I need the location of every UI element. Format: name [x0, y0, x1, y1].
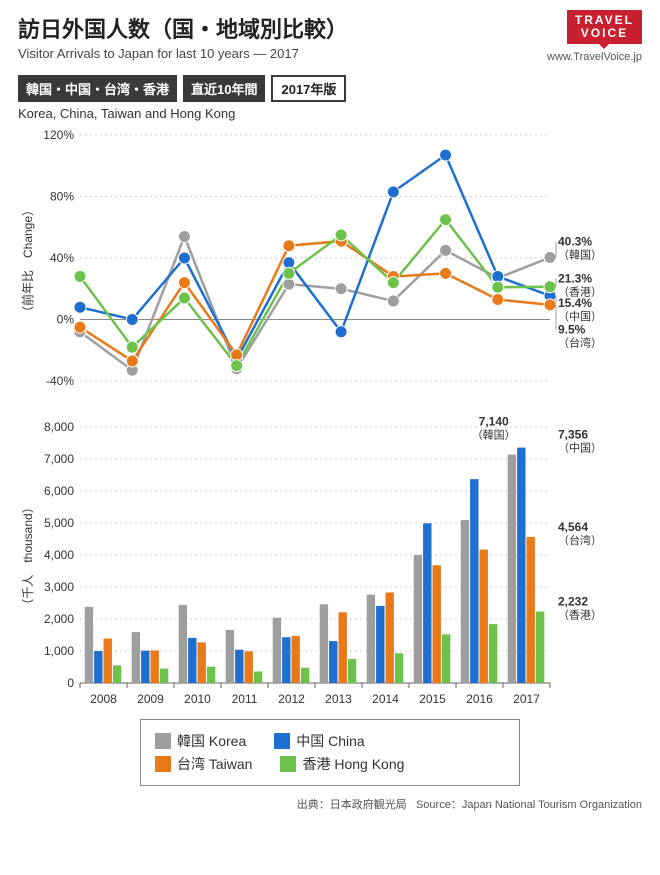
svg-text:2017: 2017 [513, 692, 540, 706]
svg-text:2016: 2016 [466, 692, 493, 706]
svg-text:（韓国）: （韓国） [472, 429, 516, 442]
svg-text:2009: 2009 [137, 692, 164, 706]
svg-text:2010: 2010 [184, 692, 211, 706]
badge-regions: 韓国・中国・台湾・香港 [18, 75, 177, 102]
svg-text:21.3%: 21.3% [558, 272, 592, 286]
svg-text:2011: 2011 [232, 692, 258, 706]
svg-text:2,000: 2,000 [44, 612, 74, 626]
svg-text:5,000: 5,000 [44, 516, 74, 530]
svg-text:4,000: 4,000 [44, 548, 74, 562]
logo-text-bottom: VOICE [581, 26, 628, 40]
legend-item-hongkong: 香港 Hong Kong [280, 754, 404, 774]
svg-text:2015: 2015 [419, 692, 446, 706]
subtitle-en: Korea, China, Taiwan and Hong Kong [18, 106, 642, 121]
svg-text:（中国）: （中国） [558, 442, 602, 455]
legend-item-taiwan: 台湾 Taiwan [155, 754, 252, 774]
svg-text:0: 0 [67, 676, 74, 690]
line-chart: -40% 0% 40% 80% 120% （前年比 Change） 40.3%（韓国） 21.… [18, 121, 642, 401]
svg-text:（千人 thousand）: （千人 thousand） [21, 501, 35, 610]
svg-text:（台湾）: （台湾） [558, 335, 602, 349]
svg-text:（韓国）: （韓国） [558, 249, 602, 262]
svg-text:（香港）: （香港） [558, 609, 602, 622]
svg-text:40.3%: 40.3% [558, 235, 592, 249]
svg-text:2,232: 2,232 [558, 595, 588, 609]
svg-text:0%: 0% [57, 313, 75, 327]
svg-text:2013: 2013 [325, 692, 352, 706]
svg-text:3,000: 3,000 [44, 580, 74, 594]
svg-text:1,000: 1,000 [44, 644, 74, 658]
logo-text-top: TRAVEL [575, 13, 634, 27]
svg-text:40%: 40% [50, 251, 74, 265]
svg-text:（前年比 Change）: （前年比 Change） [20, 204, 35, 318]
logo-url: www.TravelVoice.jp [547, 51, 642, 63]
logo-block: TRAVEL VOICE www.TravelVoice.jp [547, 10, 642, 63]
svg-text:120%: 120% [43, 128, 74, 142]
svg-text:-40%: -40% [46, 374, 74, 388]
legend: 韓国 Korea 中国 China 台湾 Taiwan 香港 Hong Kong [140, 719, 520, 786]
svg-text:（台湾）: （台湾） [558, 533, 602, 547]
svg-text:6,000: 6,000 [44, 484, 74, 498]
svg-text:7,000: 7,000 [44, 452, 74, 466]
svg-text:9.5%: 9.5% [558, 322, 586, 336]
svg-text:2008: 2008 [90, 692, 117, 706]
svg-text:80%: 80% [50, 190, 74, 204]
svg-text:2012: 2012 [278, 692, 305, 706]
svg-text:15.4%: 15.4% [558, 296, 592, 310]
badge-row: 韓国・中国・台湾・香港 直近10年間 2017年版 [18, 75, 642, 102]
badge-year: 2017年版 [271, 75, 346, 102]
bar-chart: 0 1,000 2,000 3,000 4,000 5,000 6,000 7,000 8,00… [18, 401, 642, 711]
svg-text:8,000: 8,000 [44, 420, 74, 434]
svg-text:2014: 2014 [372, 692, 399, 706]
logo-badge: TRAVEL VOICE [567, 10, 642, 44]
source-line: 出典：日本政府観光局 Source：Japan National Tourism… [18, 796, 642, 812]
svg-text:（中国）: （中国） [558, 310, 602, 323]
legend-item-china: 中国 China [274, 731, 364, 751]
legend-item-korea: 韓国 Korea [155, 731, 246, 751]
svg-text:7,140: 7,140 [479, 415, 509, 429]
svg-text:4,564: 4,564 [558, 520, 588, 534]
svg-text:7,356: 7,356 [558, 428, 588, 442]
badge-period: 直近10年間 [183, 75, 265, 102]
